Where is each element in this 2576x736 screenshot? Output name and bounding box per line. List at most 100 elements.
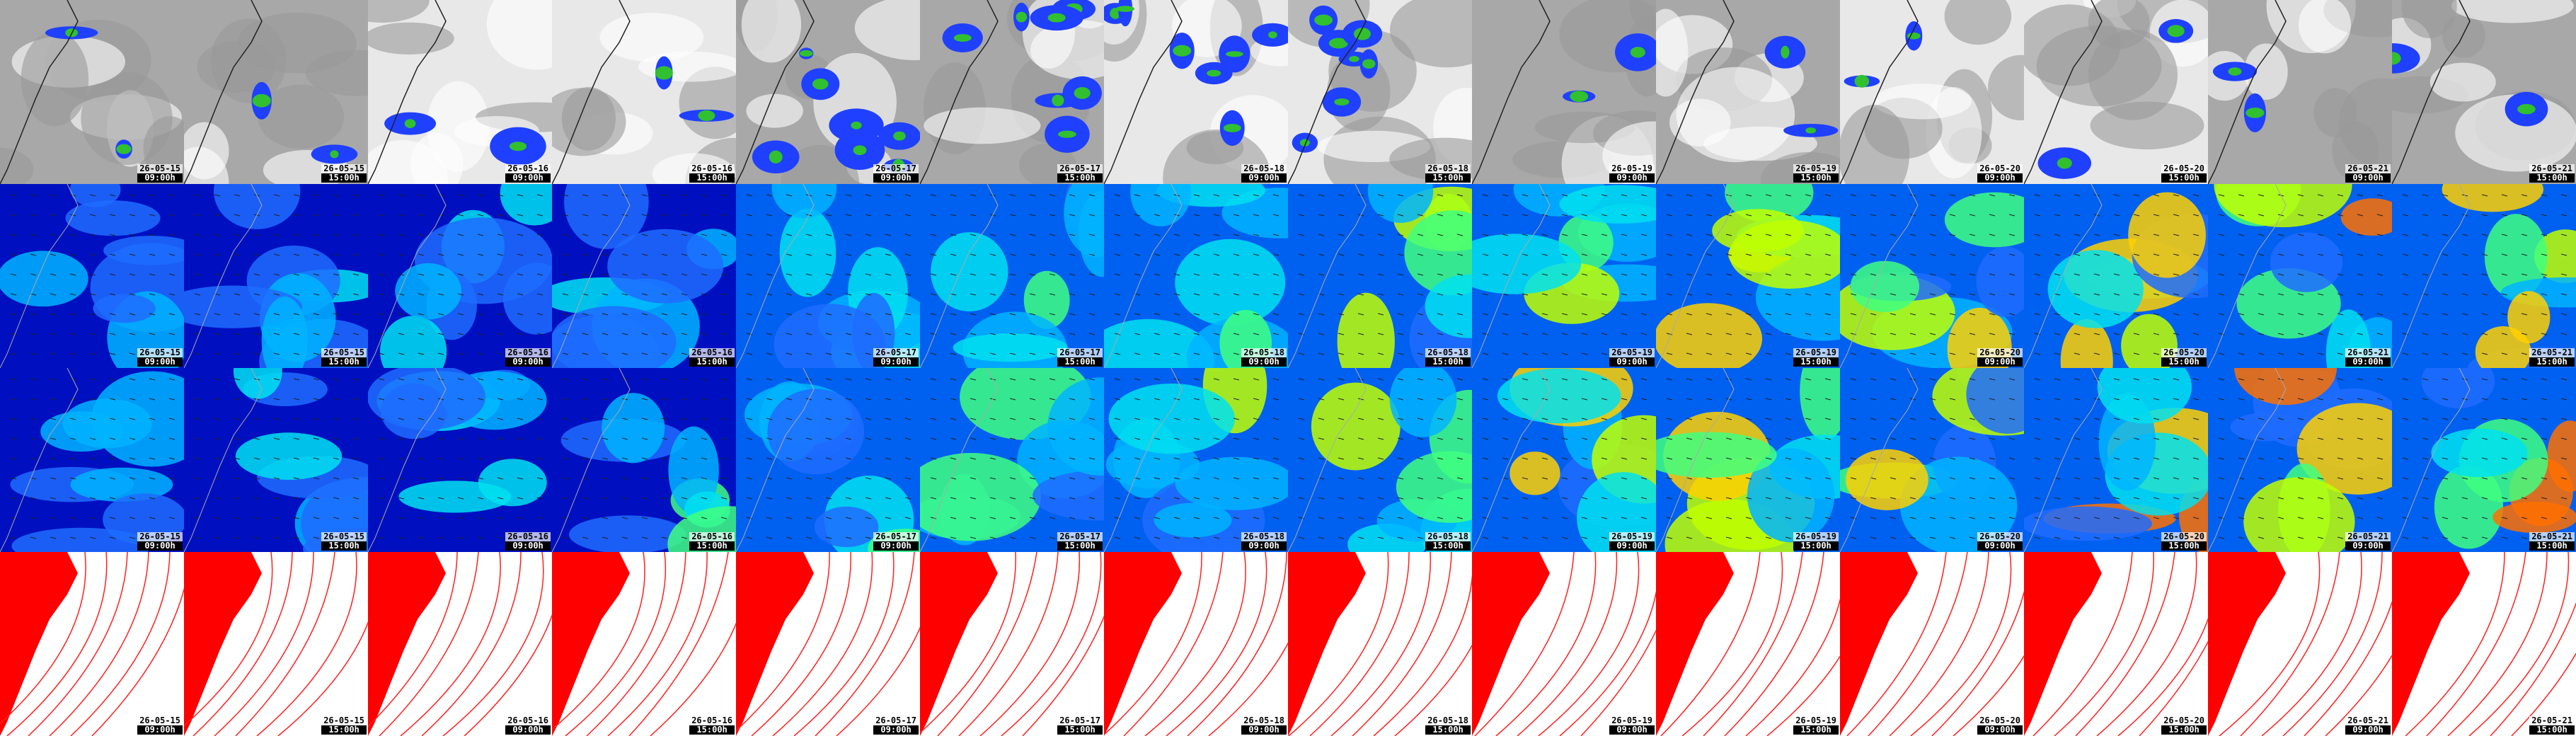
map-panel[interactable]: 26-05-18 15:00h — [1288, 184, 1472, 368]
map-panel[interactable]: 26-05-21 09:00h — [2208, 552, 2392, 736]
wind-arrow — [1949, 194, 1956, 197]
map-panel[interactable]: 26-05-15 15:00h — [184, 368, 368, 552]
contour — [1766, 655, 1840, 736]
map-panel[interactable]: 26-05-16 09:00h — [368, 552, 552, 736]
wind-arrow — [1686, 194, 1693, 197]
map-panel[interactable]: 26-05-19 15:00h — [1656, 368, 1840, 552]
wind-arrow — [333, 293, 340, 296]
map-panel[interactable]: 26-05-17 09:00h — [736, 0, 920, 184]
wind-arrow — [1640, 398, 1648, 401]
map-panel[interactable]: 26-05-15 09:00h — [0, 0, 184, 184]
map-panel[interactable]: 26-05-20 15:00h — [2024, 368, 2208, 552]
map-panel[interactable]: 26-05-18 09:00h — [1104, 368, 1288, 552]
map-panel[interactable]: 26-05-21 15:00h — [2392, 0, 2576, 184]
wind-arrow — [1417, 313, 1424, 316]
wind-arrow — [477, 352, 484, 355]
wind-arrow — [845, 536, 852, 539]
wind-arrow — [661, 273, 668, 276]
map-panel[interactable]: 26-05-15 15:00h — [184, 552, 368, 736]
map-panel[interactable]: 26-05-15 15:00h — [184, 184, 368, 368]
wind-arrow — [1377, 273, 1384, 276]
map-panel[interactable]: 26-05-16 15:00h — [552, 0, 736, 184]
map-panel[interactable]: 26-05-18 09:00h — [1104, 0, 1288, 184]
map-panel[interactable]: 26-05-18 09:00h — [1104, 184, 1288, 368]
map-panel[interactable]: 26-05-21 09:00h — [2208, 368, 2392, 552]
map-panel[interactable]: 26-05-17 15:00h — [920, 184, 1104, 368]
map-panel[interactable]: 26-05-16 15:00h — [552, 552, 736, 736]
coastline — [2392, 368, 2471, 552]
map-panel[interactable]: 26-05-16 09:00h — [368, 0, 552, 184]
timestamp: 26-05-20 09:00h — [1977, 532, 2023, 551]
map-panel[interactable]: 26-05-20 15:00h — [2024, 184, 2208, 368]
wind-arrow — [602, 477, 609, 480]
map-panel[interactable]: 26-05-21 15:00h — [2392, 184, 2576, 368]
wind-arrow — [1417, 293, 1424, 296]
timestamp: 26-05-15 09:00h — [137, 716, 183, 735]
wind-arrow — [2277, 497, 2284, 500]
map-panel[interactable]: 26-05-15 09:00h — [0, 368, 184, 552]
wind-arrow — [746, 398, 753, 401]
map-panel[interactable]: 26-05-19 15:00h — [1656, 184, 1840, 368]
wind-arrow — [2008, 437, 2016, 440]
map-panel[interactable]: 26-05-18 15:00h — [1288, 368, 1472, 552]
map-panel[interactable]: 26-05-17 15:00h — [920, 368, 1104, 552]
map-panel[interactable]: 26-05-19 09:00h — [1472, 0, 1656, 184]
map-panel[interactable]: 26-05-20 15:00h — [2024, 552, 2208, 736]
wind-arrow — [2034, 234, 2041, 236]
map-panel[interactable]: 26-05-16 09:00h — [368, 184, 552, 368]
map-panel[interactable]: 26-05-20 15:00h — [2024, 0, 2208, 184]
map-panel[interactable]: 26-05-20 09:00h — [1840, 368, 2024, 552]
wind-arrow — [2074, 214, 2081, 217]
wind-area — [1047, 377, 1104, 476]
map-panel[interactable]: 26-05-17 15:00h — [920, 552, 1104, 736]
map-panel[interactable]: 26-05-18 09:00h — [1104, 552, 1288, 736]
wind-arrow — [1522, 378, 1529, 381]
wind-arrow — [2501, 273, 2508, 276]
map-panel[interactable]: 26-05-15 09:00h — [0, 552, 184, 736]
map-panel[interactable]: 26-05-20 09:00h — [1840, 184, 2024, 368]
wind-arrow — [378, 293, 385, 296]
map-panel[interactable]: 26-05-19 09:00h — [1472, 552, 1656, 736]
wind-area — [1944, 192, 2024, 248]
wind-arrow — [2238, 437, 2245, 440]
map-panel[interactable]: 26-05-17 15:00h — [920, 0, 1104, 184]
wind-arrow — [1989, 293, 1996, 296]
wind-arrow — [582, 313, 589, 316]
wind-arrow — [1009, 378, 1016, 381]
map-panel[interactable]: 26-05-21 09:00h — [2208, 184, 2392, 368]
wind-arrow — [805, 352, 812, 355]
map-panel[interactable]: 26-05-16 15:00h — [552, 368, 736, 552]
wind-arrow — [1989, 378, 1996, 381]
wind-arrow — [1909, 517, 1916, 519]
wind-arrow — [1377, 457, 1384, 460]
map-panel[interactable]: 26-05-21 15:00h — [2392, 368, 2576, 552]
wind-arrow — [1377, 333, 1384, 335]
map-panel[interactable]: 26-05-19 15:00h — [1656, 0, 1840, 184]
map-panel[interactable]: 26-05-21 09:00h — [2208, 0, 2392, 184]
wind-arrow — [1870, 517, 1877, 519]
map-panel[interactable]: 26-05-16 09:00h — [368, 368, 552, 552]
map-panel[interactable]: 26-05-21 15:00h — [2392, 552, 2576, 736]
map-panel[interactable]: 26-05-18 15:00h — [1288, 552, 1472, 736]
map-panel[interactable]: 26-05-17 09:00h — [736, 184, 920, 368]
wind-arrow — [457, 194, 464, 197]
wind-arrow — [352, 517, 360, 519]
wind-arrow — [2442, 477, 2449, 480]
map-panel[interactable]: 26-05-19 09:00h — [1472, 368, 1656, 552]
wind-arrow — [497, 194, 504, 197]
map-panel[interactable]: 26-05-16 15:00h — [552, 184, 736, 368]
map-panel[interactable]: 26-05-20 09:00h — [1840, 0, 2024, 184]
wind-arrow — [2337, 536, 2344, 539]
map-panel[interactable]: 26-05-18 15:00h — [1288, 0, 1472, 184]
map-panel[interactable]: 26-05-15 09:00h — [0, 184, 184, 368]
map-panel[interactable]: 26-05-17 09:00h — [736, 368, 920, 552]
wind-arrow — [1272, 457, 1280, 460]
map-panel[interactable]: 26-05-19 09:00h — [1472, 184, 1656, 368]
map-panel[interactable]: 26-05-20 09:00h — [1840, 552, 2024, 736]
wind-arrow — [1213, 194, 1220, 197]
map-panel[interactable]: 26-05-17 09:00h — [736, 552, 920, 736]
map-panel[interactable]: 26-05-19 15:00h — [1656, 552, 1840, 736]
map-panel[interactable]: 26-05-15 15:00h — [184, 0, 368, 184]
wind-arrow — [2297, 234, 2304, 236]
wind-arrow — [1621, 477, 1628, 480]
